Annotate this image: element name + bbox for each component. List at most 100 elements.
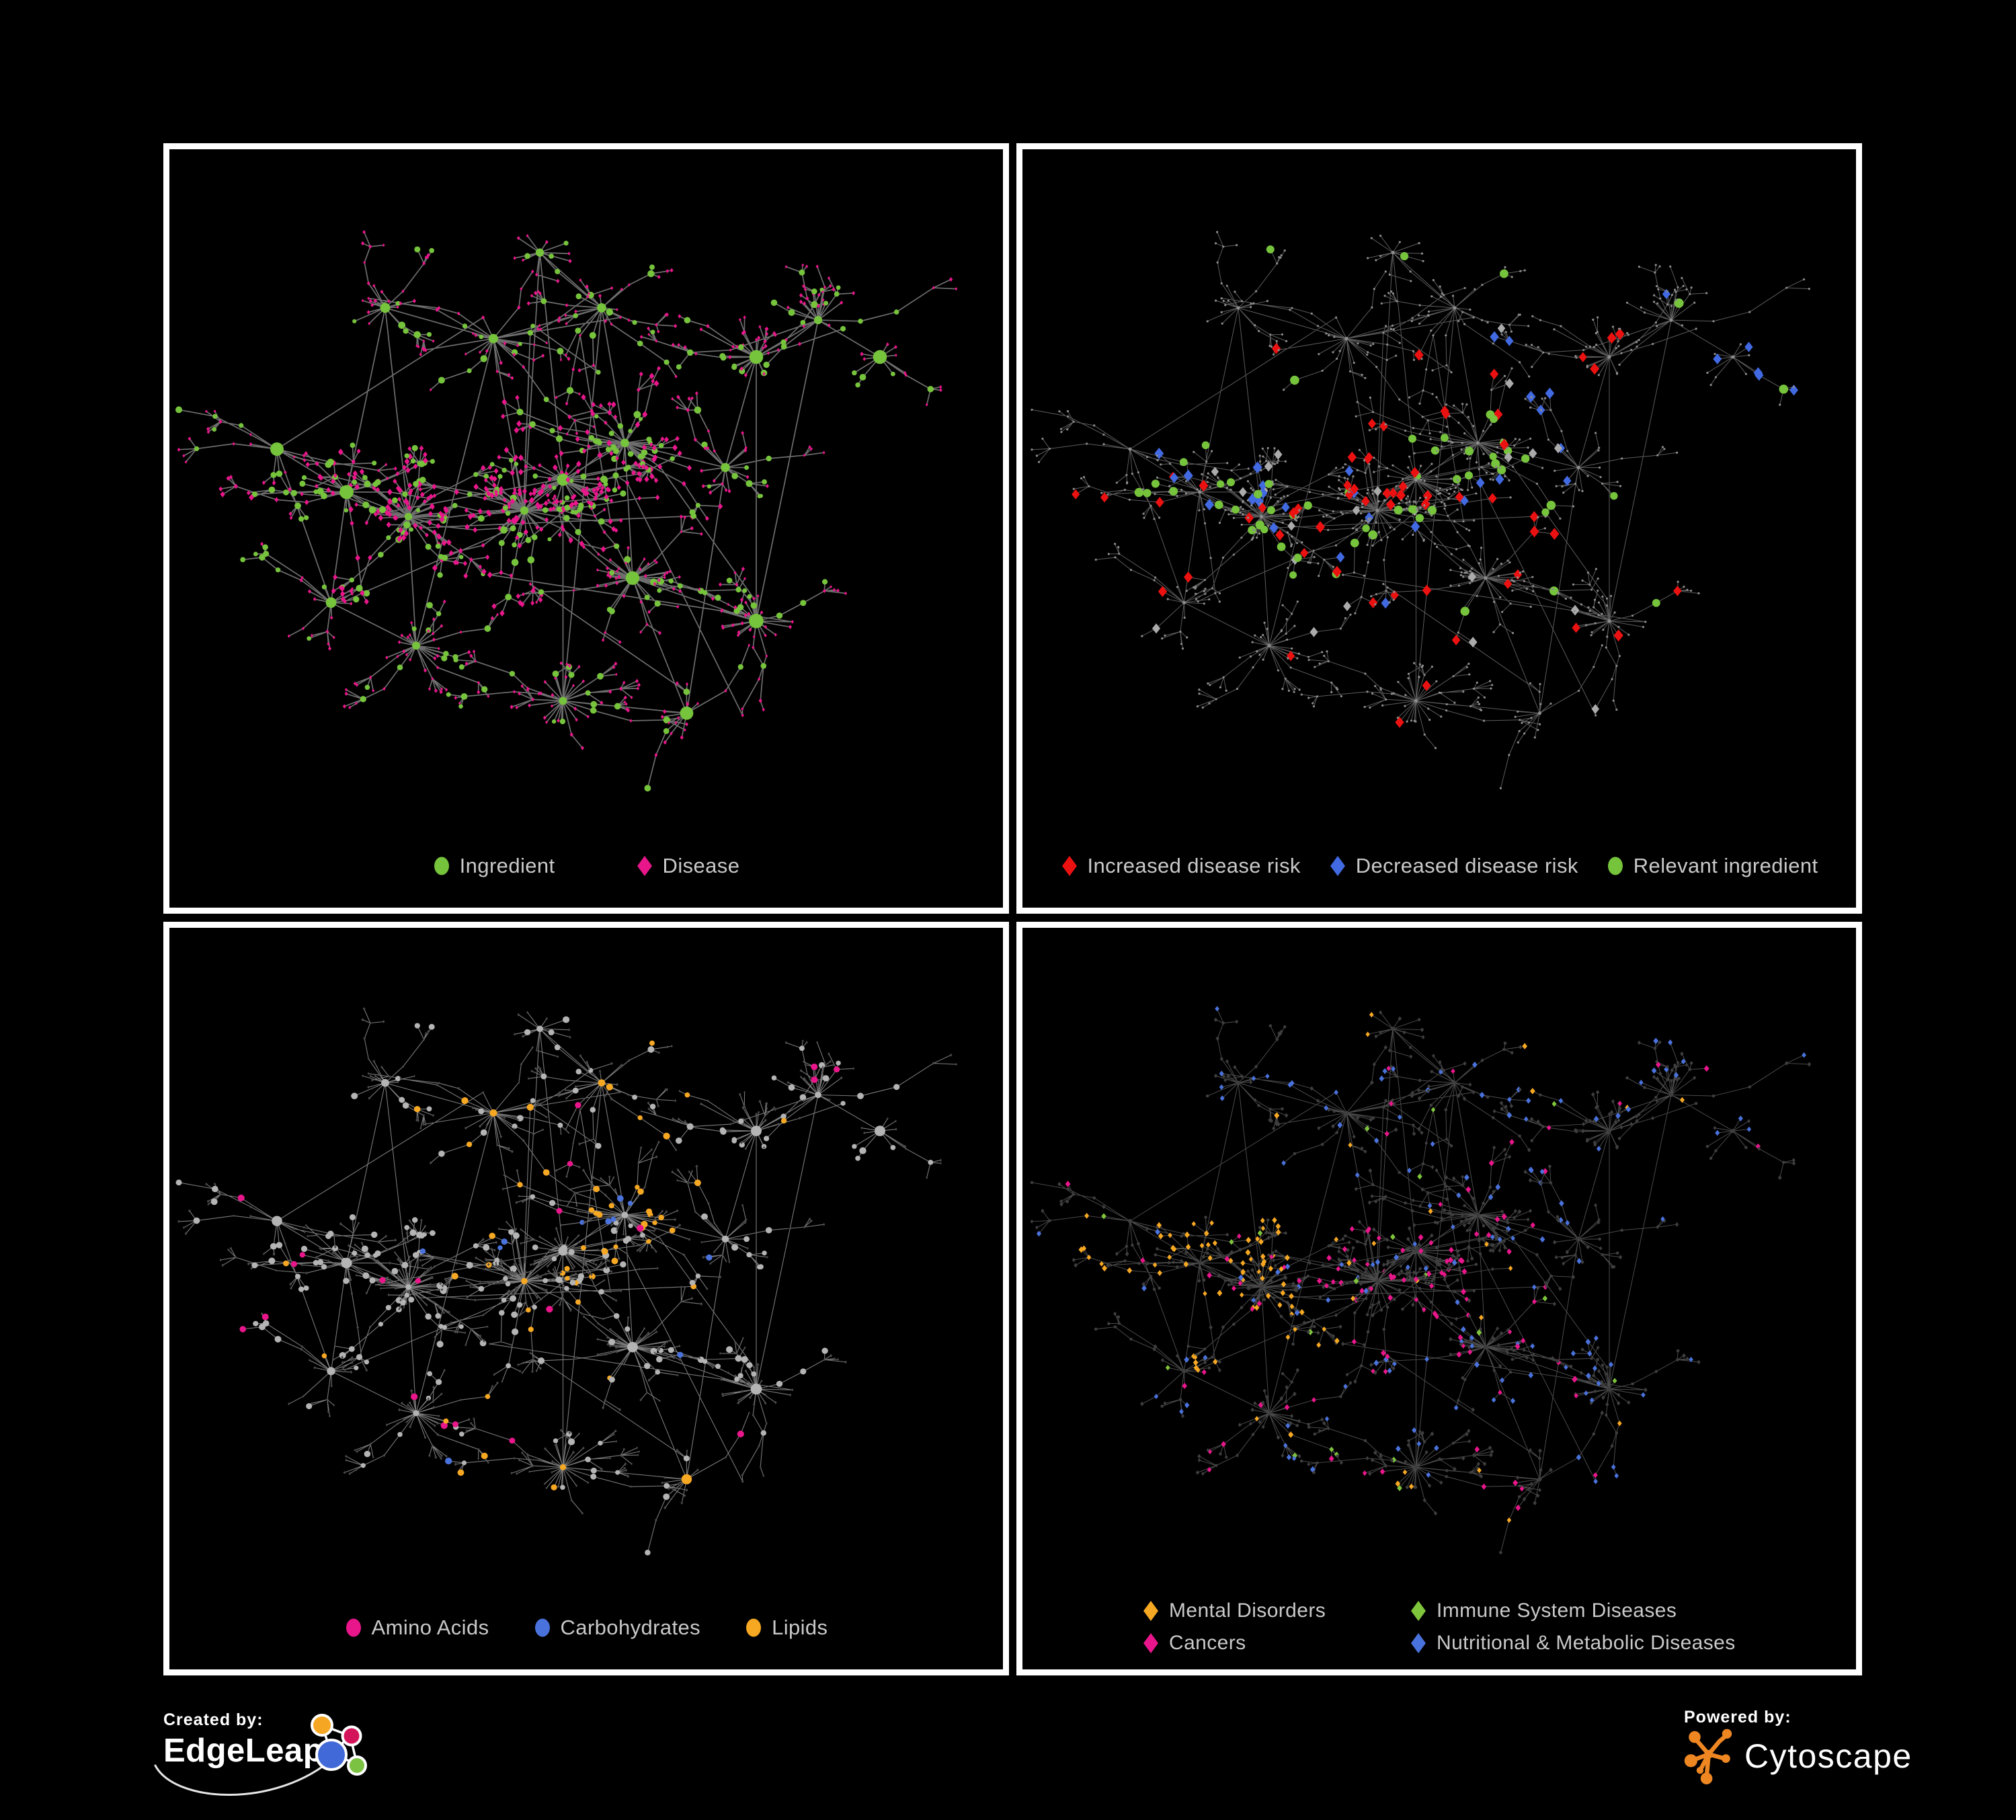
ingredient-node — [1268, 1107, 1272, 1111]
disease-node — [522, 1139, 525, 1142]
disease-node — [1529, 1482, 1533, 1487]
disease-node — [481, 1314, 485, 1317]
ingredient-node — [1500, 269, 1508, 278]
disease-node — [508, 1273, 511, 1276]
disease-node — [674, 1218, 677, 1222]
ingredient-node — [478, 1108, 485, 1115]
ingredient-node — [426, 602, 433, 608]
disease-node — [539, 526, 544, 532]
disease-node — [600, 1177, 602, 1180]
ingredient-node — [565, 1275, 570, 1281]
ingredient-node — [1129, 569, 1133, 571]
disease-node — [614, 662, 618, 666]
ingredient-node — [1396, 1279, 1400, 1282]
disease-node — [1392, 1261, 1395, 1266]
disease-node — [1330, 690, 1333, 694]
disease-node — [658, 631, 661, 635]
disease-node — [1294, 503, 1303, 514]
disease-node — [435, 1083, 438, 1087]
disease-node — [1367, 1226, 1371, 1232]
disease-node — [1358, 448, 1361, 451]
disease-node — [1485, 471, 1488, 474]
disease-node — [1317, 562, 1320, 565]
disease-node — [1273, 447, 1276, 450]
ingredient-node — [193, 1217, 200, 1224]
disease-node — [1307, 561, 1309, 564]
disease-node — [1207, 472, 1209, 475]
disease-node — [638, 471, 643, 477]
disease-node — [499, 1135, 503, 1138]
disease-node — [612, 1176, 615, 1179]
ingredient-node — [1518, 1134, 1521, 1138]
disease-node — [184, 460, 188, 464]
ingredient-node — [479, 334, 484, 340]
disease-node — [1693, 1076, 1697, 1080]
ingredient-node — [1421, 1162, 1425, 1166]
disease-node — [786, 305, 790, 310]
disease-node — [611, 401, 616, 408]
disease-node — [1412, 1223, 1416, 1228]
disease-node — [1335, 316, 1338, 319]
disease-node — [577, 1432, 581, 1435]
disease-node — [1184, 571, 1193, 583]
disease-node — [1451, 1224, 1455, 1230]
disease-node — [1424, 1356, 1429, 1362]
disease-node — [1507, 1097, 1512, 1103]
disease-node — [1349, 370, 1352, 373]
ingredient-node — [419, 1232, 425, 1239]
disease-node — [1286, 485, 1289, 488]
ingredient-node — [1607, 1128, 1612, 1134]
disease-node — [666, 269, 670, 274]
disease-node — [1361, 519, 1363, 522]
disease-node — [1460, 1212, 1464, 1218]
disease-node — [840, 1076, 843, 1080]
disease-node — [1529, 1208, 1533, 1214]
ingredient-node — [745, 480, 753, 487]
disease-node — [313, 1366, 317, 1370]
ingredient-node — [762, 479, 767, 485]
disease-node — [514, 518, 518, 523]
disease-node — [1490, 389, 1493, 391]
disease-node — [1367, 520, 1369, 524]
disease-node — [1523, 269, 1526, 272]
disease-node — [1237, 1233, 1242, 1239]
disease-node — [549, 506, 553, 512]
disease-node — [1713, 352, 1716, 356]
disease-node — [440, 624, 444, 628]
disease-node — [1537, 729, 1539, 731]
disease-node — [532, 1238, 536, 1242]
disease-node — [387, 499, 393, 506]
disease-node — [615, 1082, 618, 1086]
disease-node — [1265, 1073, 1270, 1079]
ingredient-node — [356, 584, 363, 592]
disease-node — [528, 703, 532, 708]
disease-node — [513, 1259, 516, 1263]
disease-node — [357, 1222, 360, 1225]
legend-diamond-marker — [1411, 1633, 1426, 1653]
disease-node — [1285, 1254, 1290, 1261]
disease-node — [1263, 621, 1266, 624]
disease-node — [821, 298, 825, 302]
ingredient-node — [1418, 242, 1420, 245]
ingredient-node — [283, 1260, 289, 1267]
ingredient-node — [327, 459, 334, 466]
ingredient-node — [1337, 1246, 1341, 1249]
disease-node — [1277, 1121, 1281, 1127]
disease-node — [288, 1259, 291, 1262]
disease-node — [1578, 489, 1580, 491]
ingredient-node — [441, 655, 448, 662]
ingredient-node — [605, 1218, 612, 1225]
disease-node — [352, 1232, 355, 1235]
disease-node — [1536, 1119, 1540, 1123]
disease-node — [764, 1401, 767, 1405]
disease-node — [1489, 1452, 1493, 1458]
disease-node — [213, 1182, 216, 1186]
disease-node — [1197, 1458, 1201, 1462]
ingredient-node — [363, 590, 370, 597]
disease-node — [718, 582, 722, 587]
disease-node — [1293, 1391, 1297, 1396]
ingredient-node — [590, 701, 598, 708]
ingredient-node — [1500, 1210, 1504, 1214]
disease-node — [803, 1076, 806, 1080]
